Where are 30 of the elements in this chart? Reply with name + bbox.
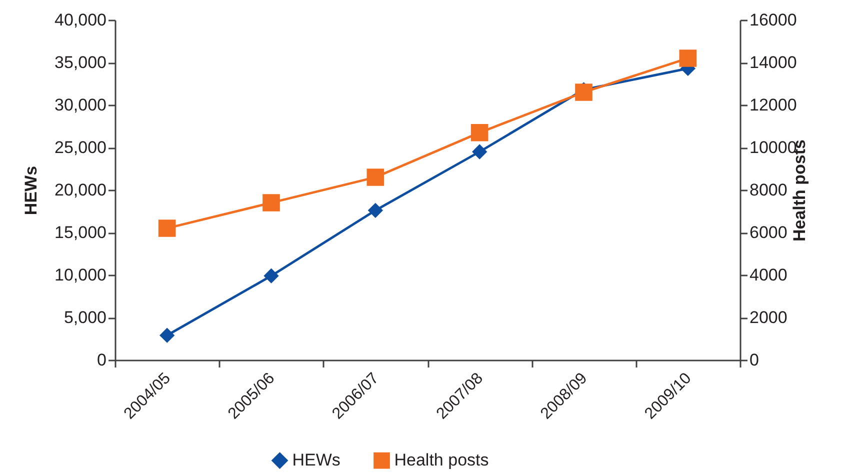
point [158,220,176,237]
y-tick-label: 35,000 [54,53,106,72]
y-tick-label: 15,000 [54,223,106,242]
y2-tick-label: 6000 [750,223,788,242]
y-tick-label: 5,000 [64,308,106,327]
y2-tick-label: 2000 [750,308,788,327]
legend-label: Health posts [394,450,489,470]
y-tick-label: 20,000 [54,180,106,200]
y-tick-label: 0 [97,350,106,370]
y2-tick-label: 4000 [750,266,788,284]
point [366,168,384,186]
y2-tick-label: 12000 [750,96,797,114]
point [472,144,488,160]
point [679,50,697,67]
y-tick-label: 40,000 [54,10,106,30]
y-axis-title: HEWs [22,166,41,216]
point [264,268,279,284]
y-tick-label: 30,000 [54,96,106,114]
y2-tick-label: 8000 [750,180,788,200]
y2-tick-label: 14000 [750,53,797,72]
legend-label: HEWs [292,450,340,470]
point [368,202,383,218]
y-tick-label: 25,000 [54,138,106,157]
point [262,194,280,212]
point [160,328,175,343]
y-tick-label: 10,000 [54,266,106,284]
y2-tick-label: 0 [750,350,759,370]
y2-tick-label: 16000 [750,10,797,30]
point [470,124,488,142]
point [575,84,592,101]
